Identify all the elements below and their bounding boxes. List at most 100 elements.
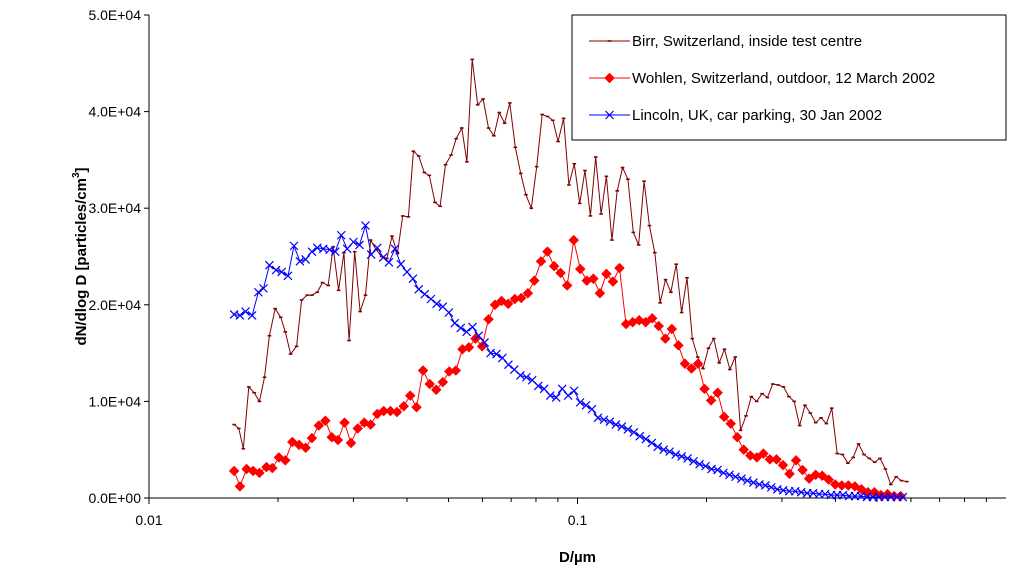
legend-box: [571, 14, 1007, 141]
data-point: [713, 465, 722, 475]
y-axis-title-tail: ]: [73, 167, 90, 172]
data-point: [349, 237, 358, 247]
data-point: [279, 454, 291, 466]
data-point: [492, 349, 501, 359]
data-point: [665, 447, 675, 457]
data-point: [671, 450, 681, 459]
data-point: [336, 230, 346, 240]
tick-labels: 0.0E+00 1.0E+04 2.0E+04 3.0E+04 4.0E+04 5.0E+…: [88, 7, 587, 528]
data-point: [829, 479, 841, 490]
data-point: [611, 420, 621, 430]
data-point: [771, 454, 782, 465]
data-point: [719, 468, 728, 478]
data-point: [430, 384, 442, 396]
data-point: [803, 473, 815, 485]
data-point: [372, 243, 382, 253]
data-point: [640, 316, 651, 328]
legend-label: Lincoln, UK, car parking, 30 Jan 2002: [632, 107, 882, 124]
y-tick-label: 4.0E+04: [88, 104, 141, 120]
data-point: [307, 247, 317, 257]
x-tick-label: 0.1: [568, 512, 588, 528]
data-point: [777, 459, 789, 471]
data-point: [398, 400, 410, 412]
data-point: [385, 405, 396, 417]
data-point: [575, 397, 585, 407]
data-point: [384, 257, 394, 267]
data-point: [450, 365, 462, 376]
data-point: [489, 299, 501, 311]
data-point: [424, 378, 436, 390]
data-point: [701, 461, 710, 471]
x-axis-title: D/µm: [559, 549, 596, 566]
data-point: [594, 287, 606, 299]
data-point: [502, 298, 514, 310]
data-point: [790, 454, 802, 466]
data-point: [725, 470, 734, 480]
data-point: [683, 453, 693, 463]
data-point: [462, 327, 472, 337]
data-point: [718, 411, 730, 423]
data-point: [264, 260, 274, 270]
data-point: [247, 311, 257, 320]
series-2: [228, 234, 906, 502]
data-point: [234, 481, 246, 492]
data-point: [605, 417, 615, 427]
data-point: [653, 320, 665, 332]
y-tick-label: 3.0E+04: [88, 200, 141, 216]
data-point: [599, 415, 609, 425]
x-tick-label: 0.01: [135, 512, 162, 528]
data-point: [758, 448, 769, 459]
data-point: [635, 431, 645, 441]
data-point: [614, 262, 625, 274]
data-point: [301, 254, 311, 264]
legend-item: Wohlen, Switzerland, outdoor, 12 March 2…: [589, 70, 935, 87]
data-point: [689, 456, 699, 466]
data-point: [748, 478, 758, 487]
data-point: [339, 417, 350, 429]
data-point: [646, 312, 658, 324]
data-point: [320, 415, 331, 427]
legend-label: Wohlen, Switzerland, outdoor, 12 March 2…: [632, 70, 935, 87]
data-point: [241, 307, 250, 316]
data-point: [760, 481, 770, 490]
data-point: [515, 292, 527, 304]
data-point: [408, 274, 418, 284]
data-point: [271, 265, 281, 275]
data-point: [677, 452, 687, 461]
data-point: [235, 311, 245, 320]
data-point: [823, 474, 835, 485]
data-point: [810, 469, 822, 481]
data-point: [653, 442, 663, 452]
data-point: [332, 434, 344, 446]
data-point: [417, 365, 429, 376]
data-point: [659, 333, 671, 344]
data-point: [607, 276, 619, 287]
data-point: [247, 465, 259, 477]
data-point: [641, 434, 651, 444]
data-point: [731, 472, 740, 482]
data-point: [551, 393, 561, 402]
data-point: [695, 459, 704, 469]
data-point: [483, 313, 494, 325]
data-point: [737, 474, 746, 484]
y-axis-title-main: dN/dlog D [particles/cm: [73, 178, 90, 346]
data-point: [289, 241, 299, 251]
data-point: [738, 444, 750, 456]
data-point: [516, 370, 525, 380]
data-point: [391, 406, 403, 418]
data-point: [712, 387, 723, 399]
data-point: [563, 391, 573, 401]
data-point: [699, 383, 710, 395]
data-point: [742, 476, 752, 486]
data-point: [306, 432, 318, 444]
data-point: [345, 437, 357, 449]
y-tick-label: 0.0E+00: [88, 490, 141, 506]
data-point: [437, 376, 449, 388]
data-point: [450, 318, 460, 328]
data-point: [522, 372, 531, 382]
series-layer: [228, 58, 909, 502]
data-point: [283, 271, 293, 281]
data-point: [420, 289, 430, 299]
data-point: [414, 284, 424, 294]
data-point: [629, 427, 639, 437]
